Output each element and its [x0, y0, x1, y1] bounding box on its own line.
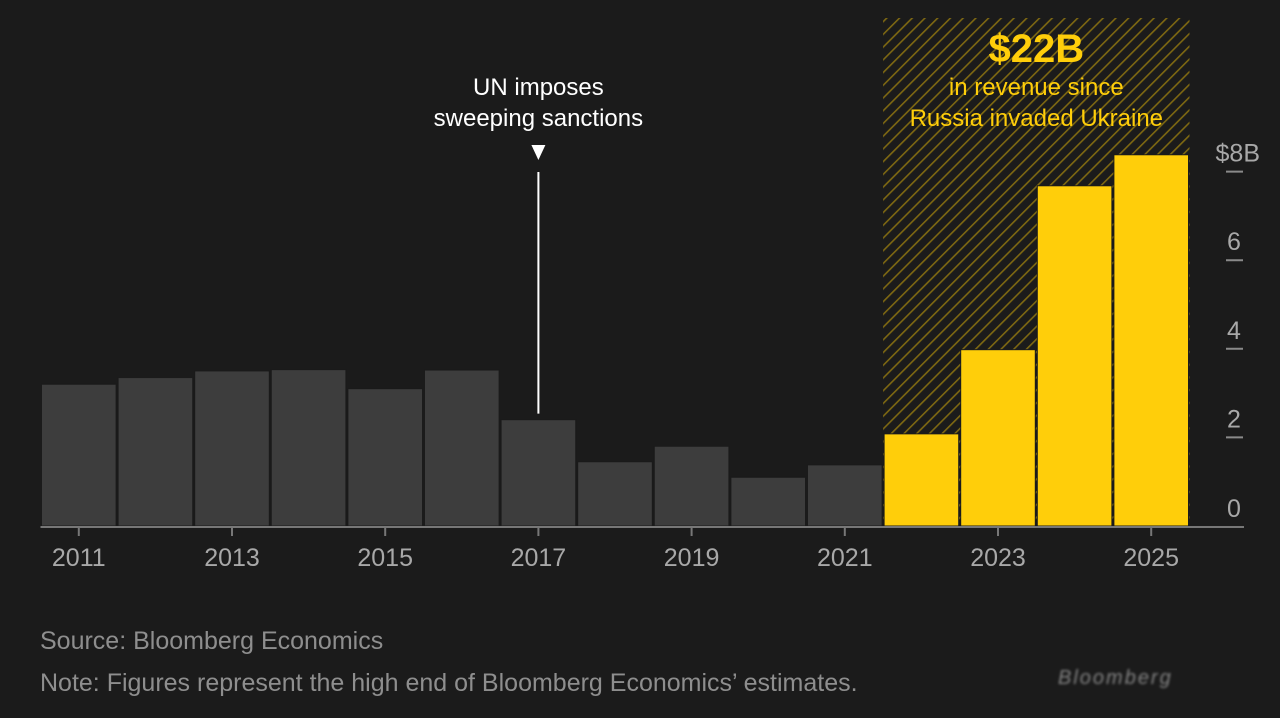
bar-2025	[1113, 154, 1190, 527]
bar-2021	[807, 464, 883, 527]
watermark-logo: Bloomberg	[1058, 667, 1173, 689]
bar-2024	[1036, 185, 1113, 527]
bar-2022	[883, 433, 960, 527]
revenue-bar-chart: 2011 2013 2015 2017 2019 2021 2023 2025 0 2 4 6 $8B…	[40, 18, 1260, 572]
bar-2017	[500, 419, 577, 527]
x-tick-label-2025: 2025	[1123, 544, 1179, 572]
source-note: Source: Bloomberg Economics	[40, 627, 384, 655]
revenue-total-headline: $22B	[988, 27, 1084, 71]
sanctions-annotation-line-1: UN imposes	[473, 74, 604, 101]
bar-2016	[424, 369, 500, 527]
sanctions-annotation-line-2: sweeping sanctions	[434, 105, 643, 132]
x-tick-label-2013: 2013	[204, 544, 260, 572]
bar-2018	[577, 461, 653, 527]
revenue-annotation-line-1: in revenue since	[949, 74, 1124, 101]
revenue-annotation: $22B in revenue since Russia invaded Ukr…	[910, 27, 1163, 132]
y-axis-ticks: 0 2 4 6 $8B	[1216, 140, 1260, 523]
footnote: Note: Figures represent the high end of …	[40, 669, 858, 697]
bar-series	[41, 154, 1190, 527]
x-tick-label-2023: 2023	[970, 544, 1026, 572]
sanctions-arrow-icon	[531, 145, 546, 160]
bar-2014	[270, 369, 347, 527]
bar-2015	[347, 388, 423, 527]
x-tick-label-2011: 2011	[52, 544, 106, 572]
bar-2020	[730, 476, 807, 527]
y-tick-label-0: 0	[1227, 495, 1241, 523]
y-tick-label-2: 2	[1227, 405, 1241, 433]
x-tick-label-2015: 2015	[357, 544, 413, 572]
x-tick-label-2017: 2017	[511, 544, 567, 572]
y-tick-label-4: 4	[1227, 317, 1241, 345]
x-tick-label-2021: 2021	[817, 544, 873, 572]
x-tick-label-2019: 2019	[664, 544, 720, 572]
bar-2012	[117, 377, 194, 527]
sanctions-annotation: UN imposes sweeping sanctions	[434, 74, 643, 414]
y-tick-label-8: $8B	[1216, 140, 1260, 168]
revenue-annotation-line-2: Russia invaded Ukraine	[910, 105, 1163, 132]
bar-2019	[653, 445, 730, 527]
y-tick-label-6: 6	[1227, 228, 1241, 256]
bar-2013	[194, 370, 270, 527]
x-axis-ticks: 2011 2013 2015 2017 2019 2021 2023 2025	[52, 527, 1179, 572]
bar-2023	[960, 349, 1036, 527]
bar-2011	[41, 383, 117, 527]
